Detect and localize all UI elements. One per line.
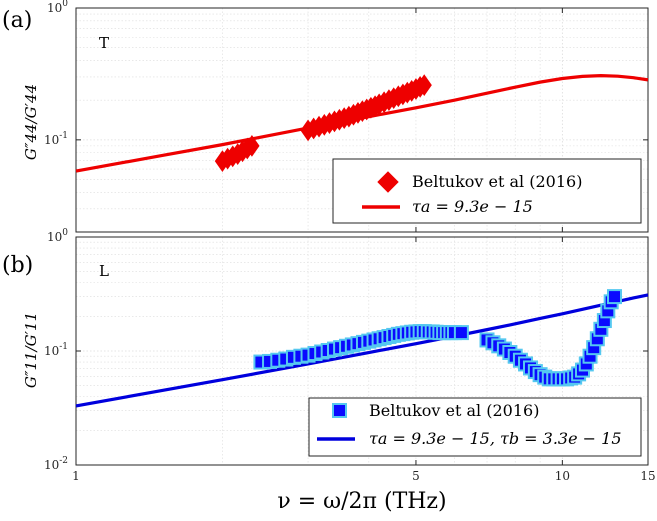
panel-a-ylabel-text: G″44/G′44 xyxy=(22,84,40,160)
panel-b-ylabel-text: G″11/G′11 xyxy=(22,312,40,388)
panel-a-legend-box xyxy=(332,158,642,224)
panel-a-ytick-label: 10-1 xyxy=(44,131,68,147)
panel-a-ylabel: G″44/G′44 xyxy=(22,84,40,160)
panel-b-data-marker xyxy=(606,289,622,305)
panel-b-ytick-label: 100 xyxy=(47,228,68,244)
panel-a-axes-frame xyxy=(75,7,649,233)
panel-a: 100 10-1 (a) T G″44/G′44 Beltukov et al (… xyxy=(2,0,649,233)
panel-b-ylabel: G″11/G′11 xyxy=(22,312,40,388)
x-tick-label: 5 xyxy=(412,469,420,483)
panel-b-legend-label-2: τa = 9.3e − 15, τb = 3.3e − 15 xyxy=(369,429,622,448)
panel-b-legend-box xyxy=(308,397,642,457)
panel-b-ytick-label: 10-2 xyxy=(44,456,68,472)
panel-b-legend: Beltukov et al (2016) τa = 9.3e − 15, τb… xyxy=(308,397,642,457)
panel-a-legend-label-2: τa = 9.3e − 15 xyxy=(412,197,533,216)
panel-a-mode-label: T xyxy=(99,34,109,52)
panel-a-series xyxy=(75,74,649,173)
panel-b-legend-square-marker xyxy=(332,403,347,418)
x-tick-label: 15 xyxy=(640,469,655,483)
panel-a-legend-diamond-marker xyxy=(377,171,399,193)
panel-a-label: (a) xyxy=(2,8,32,33)
x-tick-label: 1 xyxy=(72,469,80,483)
panel-b-data-marker xyxy=(453,325,469,341)
panel-b-mode-label: L xyxy=(99,262,109,280)
panel-b-series xyxy=(75,289,649,408)
panel-a-legend-label-1: Beltukov et al (2016) xyxy=(412,172,582,191)
panel-a-fit-line xyxy=(75,74,649,173)
panel-a-data-marker xyxy=(244,135,260,157)
panel-a-ytick-label: 100 xyxy=(47,0,68,15)
panel-a-data-marker xyxy=(416,74,432,97)
panel-b-label: (b) xyxy=(2,253,33,278)
x-tick-label: 10 xyxy=(555,469,570,483)
panel-b-legend-label-1: Beltukov et al (2016) xyxy=(369,401,539,420)
x-axis-label: ν = ω/2π (THz) xyxy=(277,489,446,514)
panel-a-ticks: 100 10-1 xyxy=(44,0,649,232)
panel-a-legend: Beltukov et al (2016) τa = 9.3e − 15 xyxy=(332,158,642,224)
panel-b-ytick-label: 10-1 xyxy=(44,342,68,358)
